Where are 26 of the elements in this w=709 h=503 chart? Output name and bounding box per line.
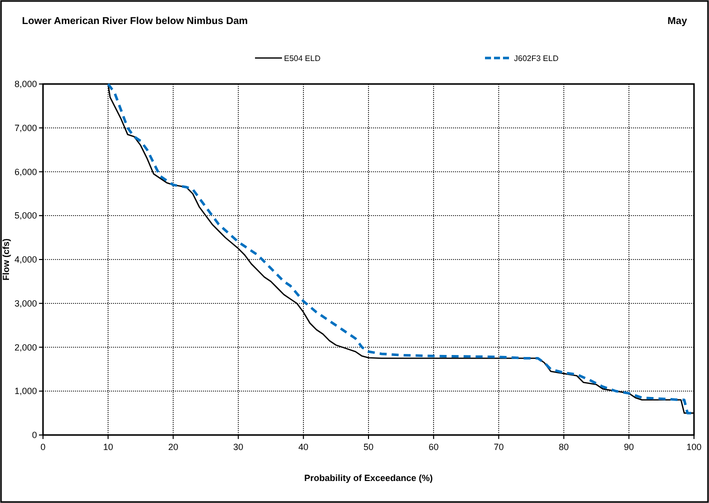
y-tick-label: 7,000 xyxy=(14,122,37,133)
x-tick-label: 20 xyxy=(168,442,178,452)
y-tick-label: 0 xyxy=(32,430,37,440)
legend-label: E504 ELD xyxy=(284,54,321,63)
x-axis-title: Probability of Exceedance (%) xyxy=(304,473,433,483)
x-tick-label: 30 xyxy=(233,442,244,452)
chart-title: Lower American River Flow below Nimbus Dam xyxy=(22,16,248,27)
legend-label: J602F3 ELD xyxy=(514,54,559,63)
y-tick-label: 8,000 xyxy=(14,79,37,89)
y-tick-label: 6,000 xyxy=(14,166,37,177)
x-tick-label: 60 xyxy=(428,442,439,452)
y-tick-label: 5,000 xyxy=(14,210,37,221)
x-tick-label: 0 xyxy=(40,442,46,452)
x-tick-label: 70 xyxy=(494,442,504,452)
x-tick-label: 90 xyxy=(624,442,634,452)
x-tick-label: 50 xyxy=(363,442,374,452)
y-tick-label: 4,000 xyxy=(14,254,37,264)
y-tick-label: 2,000 xyxy=(14,342,37,352)
y-tick-label: 1,000 xyxy=(14,386,37,396)
x-tick-label: 10 xyxy=(103,442,114,452)
x-tick-label: 40 xyxy=(298,442,308,452)
y-axis-title: Flow (cfs) xyxy=(1,238,11,280)
y-tick-label: 3,000 xyxy=(14,298,37,308)
chart-subtitle: May xyxy=(668,16,688,27)
x-tick-label: 80 xyxy=(558,442,569,452)
x-tick-label: 100 xyxy=(686,442,702,452)
